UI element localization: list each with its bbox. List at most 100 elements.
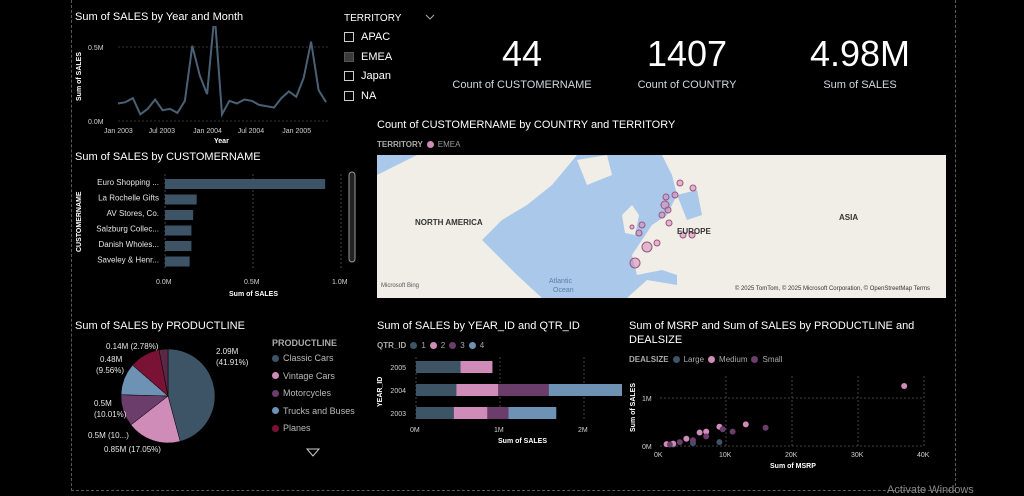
- country-bubble: [679, 231, 687, 239]
- kpi-country-count-label: Count of COUNTRY: [637, 79, 737, 91]
- map-title: Count of CUSTOMERNAME by COUNTRY and TER…: [377, 119, 676, 131]
- map-label-ocean: Ocean: [553, 287, 574, 294]
- x-tick-1m: 1M: [494, 427, 504, 434]
- bing-logo: Microsoft Bing: [381, 283, 420, 289]
- x-tick-label: Jan 2003: [104, 128, 133, 135]
- customer-bar: [165, 256, 190, 267]
- legend-dot-icon: [468, 342, 476, 349]
- chevron-down-icon[interactable]: [425, 13, 435, 21]
- checkbox-icon[interactable]: [344, 91, 354, 101]
- map-legend: TERRITORY EMEA: [377, 140, 460, 149]
- qtr-chart-title: Sum of SALES by YEAR_ID and QTR_ID: [377, 320, 580, 332]
- checkbox-icon[interactable]: [344, 71, 354, 81]
- country-bubble: [629, 224, 635, 230]
- x-tick-20k: 20K: [785, 452, 798, 459]
- x-tick-label: Jul 2003: [149, 128, 176, 135]
- y-tick-0.5m: 0.5M: [88, 45, 104, 52]
- triangle-down-icon[interactable]: [306, 448, 320, 457]
- pie-label-motorcycles: 0.5M (10...): [88, 431, 129, 440]
- qtr-legend-title: QTR_ID: [377, 341, 407, 350]
- legend-dot-icon: [449, 342, 457, 349]
- checkbox-icon[interactable]: [344, 32, 354, 42]
- scatter-point: [716, 439, 723, 446]
- x-tick-1.0m: 1.0M: [332, 279, 348, 286]
- country-bubble: [638, 221, 646, 229]
- map-bubbles[interactable]: [377, 155, 946, 298]
- country-bubble: [662, 193, 670, 201]
- customer-label: AV Stores, Co.: [107, 209, 159, 218]
- slicer-item-japan[interactable]: Japan: [344, 70, 391, 82]
- pie-legend-item[interactable]: Trucks and Buses: [272, 406, 355, 416]
- customer-label: Salzburg Collec...: [96, 225, 159, 234]
- scatter-point: [703, 433, 710, 440]
- scrollbar[interactable]: [348, 171, 356, 263]
- pie-legend-item[interactable]: Classic Cars: [272, 353, 334, 363]
- qtr-bar-segment: [508, 407, 557, 419]
- map-legend-title: TERRITORY: [377, 140, 423, 149]
- x-tick-40k: 40K: [917, 452, 930, 459]
- pie-legend-title: PRODUCTLINE: [272, 338, 337, 348]
- qtr-bar-segment: [416, 384, 457, 396]
- sales-by-month-line-chart[interactable]: 0.5M 0.0M Sum of SALES Jan 2003 Jul 2003 J…: [72, 26, 332, 146]
- slicer-item-apac[interactable]: APAC: [344, 31, 390, 43]
- qtr-bar-segment: [487, 407, 509, 419]
- legend-dot-icon: [272, 407, 279, 414]
- activate-windows-watermark: Activate Windows: [887, 484, 974, 496]
- customer-label: Euro Shopping ...: [97, 178, 159, 187]
- scatter-point: [742, 421, 749, 428]
- qtr-bar-segment: [416, 407, 454, 419]
- slicer-item-na[interactable]: NA: [344, 90, 376, 102]
- scatter-point: [696, 429, 703, 436]
- scatter-point: [703, 428, 710, 435]
- pie-label-classic: 2.09M: [216, 347, 239, 356]
- y-tick-1m: 1M: [642, 396, 652, 403]
- scatter-point: [762, 424, 769, 431]
- x-tick-0.5m: 0.5M: [244, 279, 260, 286]
- customer-chart-title: Sum of SALES by CUSTOMERNAME: [75, 151, 261, 163]
- customer-bar: [165, 241, 192, 251]
- country-bubble: [658, 211, 666, 219]
- customer-label: La Rochelle Gifts: [98, 194, 159, 203]
- sales-by-productline-pie[interactable]: 2.09M (41.91%) 0.85M (17.05%) 0.5M (10..…: [72, 336, 272, 461]
- pie-legend-item[interactable]: Planes: [272, 423, 311, 433]
- pie-pct-planes: (9.56%): [96, 366, 124, 375]
- pie-slice: [130, 395, 181, 444]
- kpi-sum-sales-value: 4.98M: [809, 33, 911, 74]
- map-label-asia: ASIA: [839, 213, 859, 222]
- sales-by-year-qtr-bar-chart[interactable]: YEAR_ID 2005 2004 2003 0M 1M 2M Sum of SAL…: [372, 355, 622, 445]
- msrp-vs-sales-scatter[interactable]: Sum of SALES 1M 0M 0K 10K 20K 30K 40K Su…: [624, 368, 942, 473]
- pie-chart-title: Sum of SALES by PRODUCTLINE: [75, 320, 245, 332]
- pie-legend-item[interactable]: Vintage Cars: [272, 371, 335, 381]
- scatter-point: [676, 439, 683, 446]
- scatter-title-1: Sum of MSRP and Sum of SALES by PRODUCTL…: [629, 320, 915, 332]
- line-x-axis-label: Year: [214, 138, 229, 145]
- slicer-item-emea[interactable]: EMEA: [344, 51, 392, 63]
- customer-x-axis-label: Sum of SALES: [229, 291, 278, 298]
- pie-slice: [158, 348, 169, 397]
- scatter-point: [729, 428, 736, 435]
- pie-label-trucks: 0.5M: [94, 399, 112, 408]
- qtr-bar-segment: [460, 361, 493, 373]
- legend-dot-icon: [751, 356, 759, 363]
- country-bubble: [689, 184, 697, 192]
- qtr-legend: QTR_ID 1 2 3 4: [377, 341, 485, 350]
- legend-dot-icon: [429, 342, 437, 349]
- scatter-legend: DEALSIZE Large Medium Small: [629, 355, 783, 364]
- sales-by-customer-bar-chart[interactable]: CUSTOMERNAME Euro Shopping ... La Rochell…: [72, 168, 360, 303]
- pie-slice: [167, 348, 216, 442]
- legend-dot-icon: [272, 389, 279, 397]
- customer-y-axis-label: CUSTOMERNAME: [76, 191, 83, 252]
- pie-label-vintage: 0.85M (17.05%): [104, 445, 161, 454]
- legend-dot-icon: [708, 356, 716, 363]
- pie-legend-item[interactable]: Motorcycles: [272, 388, 331, 398]
- pie-pct-trucks: (10.01%): [94, 410, 127, 419]
- scatter-y-axis-label: Sum of SALES: [630, 383, 637, 432]
- y-tick-0.0m: 0.0M: [88, 119, 104, 126]
- line-chart-title: Sum of SALES by Year and Month: [75, 11, 244, 23]
- pie-pct-classic: (41.91%): [216, 358, 249, 367]
- checkbox-icon[interactable]: [344, 52, 354, 62]
- filled-map[interactable]: NORTH AMERICA EUROPE ASIA Atlantic Ocean…: [377, 155, 946, 298]
- territory-slicer-title: TERRITORY: [344, 13, 402, 24]
- country-bubble: [688, 231, 696, 239]
- sales-line-series: [117, 26, 327, 118]
